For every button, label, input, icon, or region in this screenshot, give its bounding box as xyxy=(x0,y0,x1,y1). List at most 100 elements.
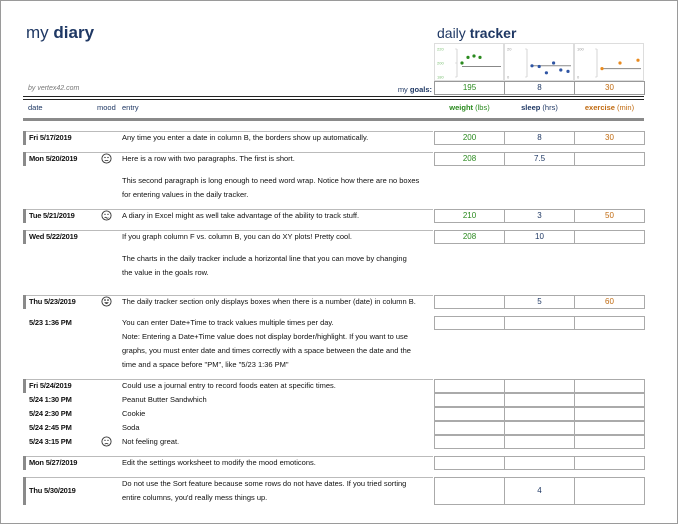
tracker-weight-cell[interactable]: 210 xyxy=(434,209,505,223)
entry-date[interactable]: Thu 5/23/2019 xyxy=(29,297,76,306)
sad-face-icon[interactable] xyxy=(101,436,112,447)
tracker-weight-cell[interactable] xyxy=(434,295,505,309)
tracker-weight-cell[interactable] xyxy=(434,421,505,435)
entry-text[interactable]: Not feeling great. xyxy=(122,437,180,446)
tracker-exercise-cell[interactable]: 60 xyxy=(574,295,645,309)
tracker-sleep-cell[interactable] xyxy=(504,316,575,330)
entry-line: graphs, you must enter date and times co… xyxy=(23,344,644,358)
tracker-exercise-cell[interactable] xyxy=(574,456,645,470)
entry-text[interactable]: Here is a row with two paragraphs. The f… xyxy=(122,154,295,163)
entry-date[interactable]: 5/24 3:15 PM xyxy=(29,437,72,446)
data-point xyxy=(460,61,464,65)
entry-text[interactable]: for entering values in the daily tracker… xyxy=(122,190,249,199)
tracker-weight-cell[interactable]: 200 xyxy=(434,131,505,145)
entry-line: for entering values in the daily tracker… xyxy=(23,188,644,202)
goal-exercise[interactable]: 30 xyxy=(574,81,645,95)
tracker-sleep-cell[interactable]: 10 xyxy=(504,230,575,244)
tracker-exercise-cell[interactable] xyxy=(574,435,645,449)
y-tick-label: 100 xyxy=(577,47,584,52)
tracker-sleep-cell[interactable] xyxy=(504,421,575,435)
entry-text[interactable]: entire columns, you'd really mess things… xyxy=(122,493,268,502)
diary-entry: Thu 5/30/2019 4 Do not use the Sort featur… xyxy=(23,477,645,505)
diary-entries: Fri 5/17/2019 200 8 30 Any time you enter a … xyxy=(23,131,645,505)
tracker-exercise-cell[interactable]: 50 xyxy=(574,209,645,223)
tracker-weight-cell[interactable] xyxy=(434,316,505,330)
entry-date[interactable]: Tue 5/21/2019 xyxy=(29,211,75,220)
grin-face-icon[interactable] xyxy=(101,296,112,307)
y-tick-label: 0 xyxy=(507,75,510,80)
entry-date[interactable]: 5/24 2:45 PM xyxy=(29,423,72,432)
sleep-chart[interactable]: 20 0 xyxy=(504,43,574,81)
entry-date[interactable]: Mon 5/27/2019 xyxy=(29,458,78,467)
entry-date[interactable]: Fri 5/17/2019 xyxy=(29,133,72,142)
entry-text[interactable]: Do not use the Sort feature because some… xyxy=(122,479,407,488)
entry-text[interactable]: Peanut Butter Sandwhich xyxy=(122,395,207,404)
entry-text[interactable]: time and a space before "PM", like "5/23… xyxy=(122,360,289,369)
entry-text[interactable]: Note: Entering a Date+Time value does no… xyxy=(122,332,408,341)
entry-date[interactable]: Mon 5/20/2019 xyxy=(29,154,78,163)
header-divider xyxy=(23,96,644,100)
entry-text[interactable]: The daily tracker section only displays … xyxy=(122,297,416,306)
entry-text[interactable]: the value in the goals row. xyxy=(122,268,209,277)
entry-text[interactable]: Cookie xyxy=(122,409,146,418)
entry-date[interactable]: Thu 5/30/2019 xyxy=(29,486,76,495)
tracker-boxes xyxy=(434,316,645,330)
tracker-sleep-cell[interactable] xyxy=(504,379,575,393)
entry-text[interactable]: The charts in the daily tracker include … xyxy=(122,254,407,263)
confused-face-icon[interactable] xyxy=(101,210,112,221)
entry-text[interactable]: Any time you enter a date in column B, t… xyxy=(122,133,369,142)
tracker-weight-cell[interactable] xyxy=(434,393,505,407)
entry-date[interactable]: Fri 5/24/2019 xyxy=(29,381,72,390)
goal-weight[interactable]: 195 xyxy=(434,81,505,95)
tracker-weight-cell[interactable] xyxy=(434,435,505,449)
goal-sleep[interactable]: 8 xyxy=(504,81,575,95)
tracker-sleep-cell[interactable]: 8 xyxy=(504,131,575,145)
tracker-sleep-cell[interactable]: 5 xyxy=(504,295,575,309)
data-point xyxy=(559,68,563,72)
data-point xyxy=(636,58,640,62)
tracker-exercise-cell[interactable] xyxy=(574,379,645,393)
tracker-exercise-cell[interactable] xyxy=(574,393,645,407)
entry-date[interactable]: 5/24 2:30 PM xyxy=(29,409,72,418)
tracker-weight-cell[interactable] xyxy=(434,379,505,393)
tracker-weight-cell[interactable]: 208 xyxy=(434,152,505,166)
entry-text[interactable]: You can enter Date+Time to track values … xyxy=(122,318,334,327)
tracker-exercise-cell[interactable] xyxy=(574,421,645,435)
header-rule xyxy=(23,118,644,121)
entry-line xyxy=(23,280,644,288)
entry-date[interactable]: 5/24 1:30 PM xyxy=(29,395,72,404)
entry-date[interactable]: Wed 5/22/2019 xyxy=(29,232,78,241)
entry-line: time and a space before "PM", like "5/23… xyxy=(23,358,644,372)
entry-line: Note: Entering a Date+Time value does no… xyxy=(23,330,644,344)
entry-text[interactable]: Edit the settings worksheet to modify th… xyxy=(122,458,316,467)
tracker-weight-cell[interactable] xyxy=(434,407,505,421)
tracker-sleep-cell[interactable] xyxy=(504,435,575,449)
data-point xyxy=(544,71,548,75)
tracker-exercise-cell[interactable] xyxy=(574,152,645,166)
exercise-chart[interactable]: 100 0 xyxy=(574,43,644,81)
weight-chart[interactable]: 220 200 180 xyxy=(434,43,504,81)
entry-text[interactable]: Soda xyxy=(122,423,140,432)
entry-text[interactable]: If you graph column F vs. column B, you … xyxy=(122,232,352,241)
tracker-weight-cell[interactable]: 208 xyxy=(434,230,505,244)
tracker-sleep-cell[interactable] xyxy=(504,407,575,421)
entry-text[interactable]: This second paragraph is long enough to … xyxy=(122,176,420,185)
entry-text[interactable]: Could use a journal entry to record food… xyxy=(122,381,336,390)
tracker-exercise-cell[interactable] xyxy=(574,316,645,330)
tracker-weight-cell[interactable] xyxy=(434,456,505,470)
tracker-boxes xyxy=(434,393,645,407)
tracker-exercise-cell[interactable]: 30 xyxy=(574,131,645,145)
entry-date[interactable]: 5/23 1:36 PM xyxy=(29,318,72,327)
tracker-sleep-cell[interactable] xyxy=(504,456,575,470)
tracker-exercise-cell[interactable] xyxy=(574,477,645,505)
neutral-face-icon[interactable] xyxy=(101,153,112,164)
entry-line: entire columns, you'd really mess things… xyxy=(23,491,644,505)
entry-text[interactable]: A diary in Excel might as well take adva… xyxy=(122,211,360,220)
tracker-sleep-cell[interactable]: 7.5 xyxy=(504,152,575,166)
tracker-exercise-cell[interactable] xyxy=(574,230,645,244)
tracker-sleep-cell[interactable] xyxy=(504,393,575,407)
tracker-boxes: 200 8 30 xyxy=(434,131,645,145)
tracker-exercise-cell[interactable] xyxy=(574,407,645,421)
entry-text[interactable]: graphs, you must enter date and times co… xyxy=(122,346,411,355)
tracker-sleep-cell[interactable]: 3 xyxy=(504,209,575,223)
